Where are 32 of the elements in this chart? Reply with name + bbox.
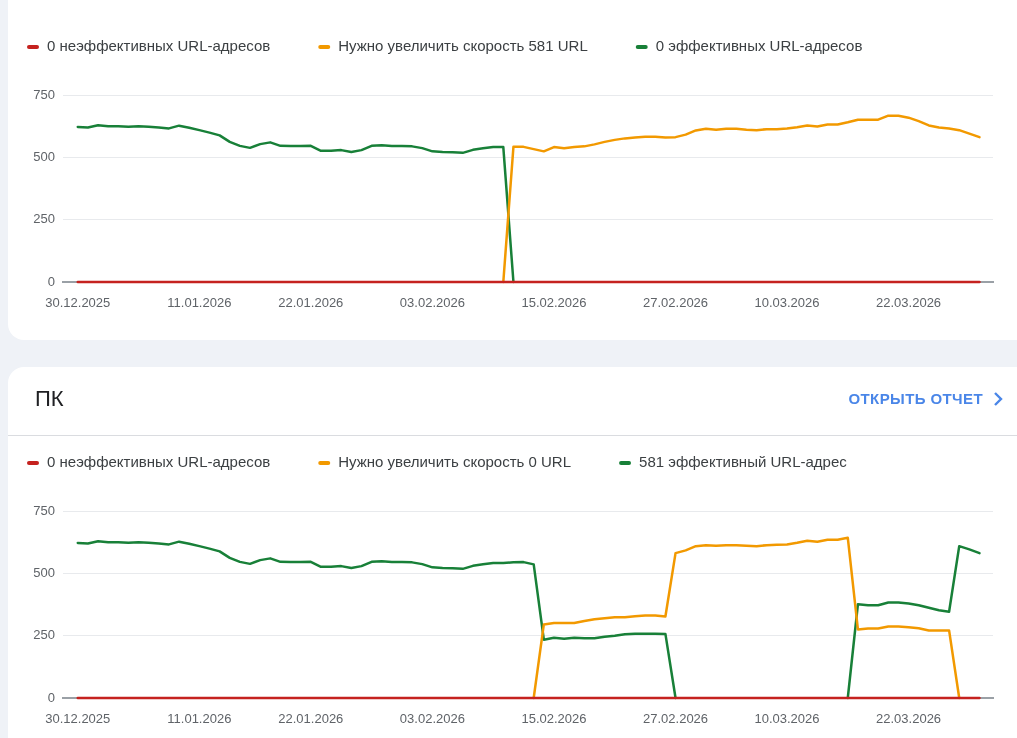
x-tick-label: 15.02.2026 <box>521 711 587 727</box>
x-tick-label: 15.02.2026 <box>521 295 587 311</box>
legend-label: Нужно увеличить скорость 0 URL <box>338 453 572 471</box>
x-tick-label: 03.02.2026 <box>399 295 465 311</box>
x-tick-label: 27.02.2026 <box>643 295 709 311</box>
chart-title: ПК <box>35 385 64 413</box>
x-tick-label: 22.03.2026 <box>876 711 942 727</box>
y-tick-label: 250 <box>33 211 55 227</box>
y-tick-label: 500 <box>33 148 55 164</box>
legend-label: 0 эффективных URL-адресов <box>655 37 863 55</box>
x-tick-label: 10.03.2026 <box>754 295 820 311</box>
y-tick-label: 750 <box>33 502 55 518</box>
y-tick-label: 0 <box>47 689 55 705</box>
y-tick-label: 0 <box>47 273 55 289</box>
legend-label: Нужно увеличить скорость 581 URL <box>338 37 588 55</box>
x-tick-label: 30.12.2025 <box>45 295 111 311</box>
legend-label: 0 неэффективных URL-адресов <box>47 453 271 471</box>
text: ОТКРЫТЬ ОТЧЕТ <box>848 389 983 409</box>
x-tick-label: 27.02.2026 <box>643 711 709 727</box>
y-tick-label: 500 <box>33 564 55 580</box>
x-tick-label: 10.03.2026 <box>754 711 820 727</box>
x-tick-label: 22.03.2026 <box>876 295 942 311</box>
x-tick-label: 11.01.2026 <box>167 295 232 311</box>
x-tick-label: 30.12.2025 <box>45 711 111 727</box>
y-tick-label: 250 <box>33 627 55 643</box>
y-tick-label: 750 <box>33 86 55 102</box>
legend-label: 581 эффективный URL-адрес <box>639 453 848 471</box>
x-tick-label: 11.01.2026 <box>167 711 232 727</box>
x-tick-label: 03.02.2026 <box>399 711 465 727</box>
legend-label: 0 неэффективных URL-адресов <box>47 37 271 55</box>
x-tick-label: 22.01.2026 <box>278 711 344 727</box>
x-tick-label: 22.01.2026 <box>278 295 344 311</box>
